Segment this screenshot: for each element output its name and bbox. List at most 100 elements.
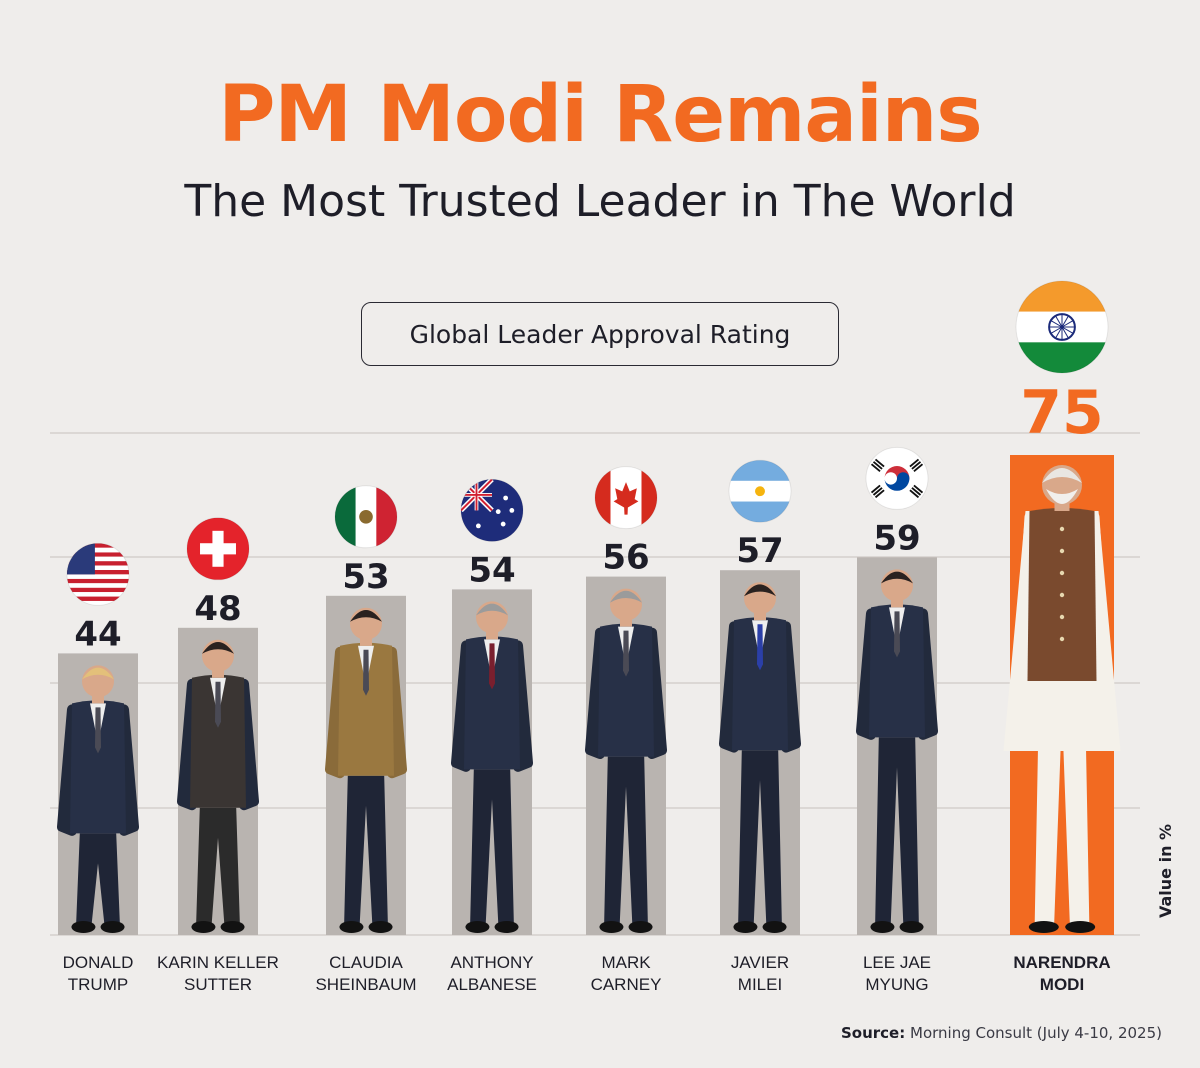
leader-figure bbox=[451, 601, 533, 933]
figure-hair bbox=[350, 610, 382, 622]
leader-figures bbox=[57, 465, 1121, 933]
figure-legs bbox=[470, 769, 514, 923]
leader-figure bbox=[177, 639, 259, 933]
figure-shoe bbox=[628, 921, 653, 933]
category-label: SUTTER bbox=[184, 975, 252, 994]
leader-figure bbox=[856, 569, 938, 933]
figure-neck bbox=[212, 667, 224, 678]
figure-button bbox=[1059, 592, 1065, 598]
figure-shoe bbox=[71, 921, 96, 933]
figure-neck bbox=[620, 616, 632, 627]
figure-shoe bbox=[494, 921, 519, 933]
figure-torso bbox=[190, 674, 246, 808]
figure-hair bbox=[202, 642, 234, 654]
figure-shoe bbox=[1065, 921, 1096, 933]
category-label: LEE JAE bbox=[863, 953, 931, 972]
category-label: MILEI bbox=[738, 975, 782, 994]
labels: 44 DONALD TRUMP 48 KARIN KELLER SUTTER 53 CLAUD… bbox=[63, 378, 1111, 994]
figure-button bbox=[1059, 614, 1065, 620]
figure-neck bbox=[486, 629, 498, 640]
value-label: 57 bbox=[736, 531, 783, 571]
figure-hair bbox=[610, 590, 642, 603]
category-label: CARNEY bbox=[591, 975, 662, 994]
figure-shoe bbox=[762, 921, 787, 933]
figure-button bbox=[1059, 570, 1065, 576]
figure-button bbox=[1059, 636, 1065, 642]
category-label: JAVIER bbox=[731, 953, 789, 972]
category-label: CLAUDIA bbox=[329, 953, 403, 972]
figure-torso bbox=[732, 617, 788, 751]
figure-tie bbox=[215, 681, 221, 728]
figure-tie bbox=[623, 630, 629, 677]
figure-hair bbox=[1042, 468, 1082, 483]
figure-legs bbox=[196, 807, 240, 923]
figure-torso bbox=[869, 604, 925, 738]
leader-figure bbox=[719, 582, 801, 933]
argentina-flag-icon bbox=[729, 460, 791, 523]
figure-tie bbox=[757, 624, 763, 671]
figure-shoe bbox=[191, 921, 216, 933]
south-korea-flag-icon bbox=[866, 447, 928, 510]
figure-legs bbox=[875, 737, 919, 923]
y-axis-label: Value in % bbox=[1156, 823, 1175, 918]
canada-flag-icon bbox=[595, 466, 657, 529]
category-label: TRUMP bbox=[68, 975, 128, 994]
value-label: 56 bbox=[602, 538, 649, 578]
flags bbox=[66, 280, 1109, 606]
source-label: Source: bbox=[840, 1024, 906, 1042]
category-label: ALBANESE bbox=[447, 975, 537, 994]
figure-hair bbox=[881, 571, 913, 584]
figure-shoe bbox=[339, 921, 364, 933]
figure-shoe bbox=[368, 921, 393, 933]
leader-figure bbox=[57, 665, 139, 933]
figure-shoe bbox=[220, 921, 245, 933]
figure-torso bbox=[464, 636, 520, 770]
leader-figure bbox=[585, 588, 667, 933]
mexico-flag-icon bbox=[335, 485, 397, 548]
chart-title: Global Leader Approval Rating bbox=[361, 302, 839, 366]
figure-tie bbox=[95, 707, 101, 754]
figure-torso bbox=[70, 700, 126, 834]
figure-hair bbox=[476, 603, 508, 616]
leader-figure bbox=[325, 607, 407, 933]
category-label: MODI bbox=[1040, 975, 1084, 994]
figure-button bbox=[1059, 548, 1065, 554]
figure-legs bbox=[76, 833, 120, 923]
value-label: 54 bbox=[468, 550, 515, 590]
leader-figure bbox=[1003, 465, 1121, 933]
figure-torso bbox=[338, 642, 394, 776]
figure-shoe bbox=[870, 921, 895, 933]
switzerland-flag-icon bbox=[187, 517, 249, 580]
figure-legs bbox=[344, 775, 388, 923]
category-label: MARK bbox=[601, 953, 651, 972]
subtitle: The Most Trusted Leader in The World bbox=[184, 176, 1016, 227]
figure-neck bbox=[754, 610, 766, 621]
figure-shoe bbox=[733, 921, 758, 933]
figure-neck bbox=[92, 693, 104, 704]
figure-legs bbox=[604, 756, 648, 923]
figure-shoe bbox=[1028, 921, 1059, 933]
value-label: 59 bbox=[873, 518, 920, 558]
figure-shoe bbox=[899, 921, 924, 933]
figure-beard bbox=[1046, 489, 1078, 504]
value-label: 44 bbox=[74, 614, 121, 654]
australia-flag-icon bbox=[461, 479, 523, 542]
figure-shoe bbox=[599, 921, 624, 933]
figure-hair bbox=[744, 584, 776, 597]
figure-neck bbox=[891, 597, 903, 608]
usa-flag-icon bbox=[67, 543, 129, 606]
headline: PM Modi Remains bbox=[218, 70, 982, 160]
figure-neck bbox=[1054, 501, 1070, 511]
category-label: SHEINBAUM bbox=[315, 975, 416, 994]
category-label: ANTHONY bbox=[450, 953, 533, 972]
figure-button bbox=[1059, 526, 1065, 532]
value-label: 48 bbox=[194, 589, 241, 629]
source-note: Source: Morning Consult (July 4-10, 2025… bbox=[841, 1024, 1162, 1042]
category-label: MYUNG bbox=[865, 975, 928, 994]
category-label: NARENDRA bbox=[1013, 953, 1110, 972]
value-label: 53 bbox=[342, 557, 389, 597]
category-label: KARIN KELLER bbox=[157, 953, 279, 972]
figure-legs bbox=[738, 750, 782, 923]
source-text: Morning Consult (July 4-10, 2025) bbox=[910, 1024, 1162, 1042]
